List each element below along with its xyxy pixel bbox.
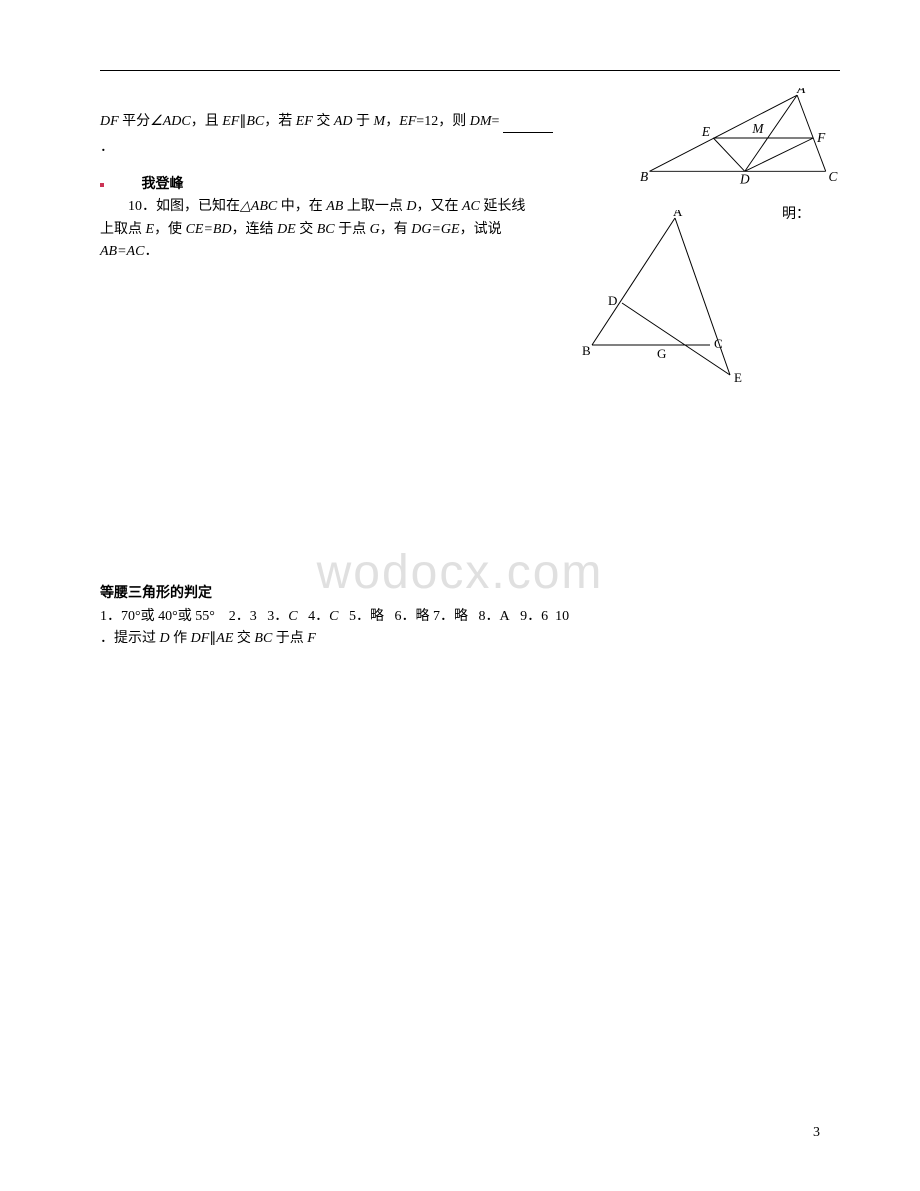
answers-line1: 1．70°或 40°或 55° 2．3 3．C 4．C 5．略 6．略 7．略 … — [100, 606, 820, 628]
red-marker-icon — [100, 183, 104, 187]
fig2-label-d: D — [608, 293, 617, 308]
fig2-label-c: C — [714, 336, 723, 351]
fig1-label-b: B — [640, 169, 648, 184]
fig1-label-d: D — [739, 172, 750, 187]
fig2-label-a: A — [673, 210, 683, 219]
problem10-line1: 10．如图，已知在△ABC 中，在 AB 上取一点 D，又在 AC 延长线 — [100, 196, 600, 218]
figure2-diagram: A B C D E G — [580, 210, 750, 390]
answers-line2: ．提示过 D 作 DF∥AE 交 BC 于点 F — [100, 628, 820, 650]
fig1-label-e: E — [701, 124, 710, 139]
page-header-rule — [100, 70, 840, 71]
problem9-block: DF 平分∠ADC，且 EF∥BC，若 EF 交 AD 于 M，EF=12，则 … — [100, 111, 600, 160]
problem10-line3: AB=AC． — [100, 241, 600, 263]
problem10-line2: 上取点 E，使 CE=BD，连结 DE 交 BC 于点 G，有 DG=GE，试说 — [100, 219, 600, 241]
fig1-label-c: C — [829, 169, 839, 184]
problem10-ming: 明： — [782, 204, 810, 226]
seg-df: DF — [100, 114, 119, 129]
fig1-label-a: A — [796, 88, 806, 96]
figure1-diagram: A B C D E F M — [640, 88, 840, 188]
answers-title: 等腰三角形的判定 — [100, 583, 820, 605]
page-number: 3 — [813, 1125, 820, 1141]
problem10-block: 10．如图，已知在△ABC 中，在 AB 上取一点 D，又在 AC 延长线 上取… — [100, 196, 600, 263]
answers-section: 等腰三角形的判定 1．70°或 40°或 55° 2．3 3．C 4．C 5．略… — [100, 583, 820, 650]
fig2-label-e: E — [734, 370, 742, 385]
problem9-text: DF 平分∠ADC，且 EF∥BC，若 EF 交 AD 于 M，EF=12，则 … — [100, 111, 600, 133]
problem9-period: ． — [100, 137, 600, 159]
fig2-label-g: G — [657, 346, 666, 361]
fig2-label-b: B — [582, 343, 591, 358]
fig1-label-m: M — [751, 121, 764, 136]
section-heading: 我登峰 — [142, 177, 184, 192]
answer-blank — [503, 119, 553, 133]
fig1-label-f: F — [816, 130, 826, 145]
